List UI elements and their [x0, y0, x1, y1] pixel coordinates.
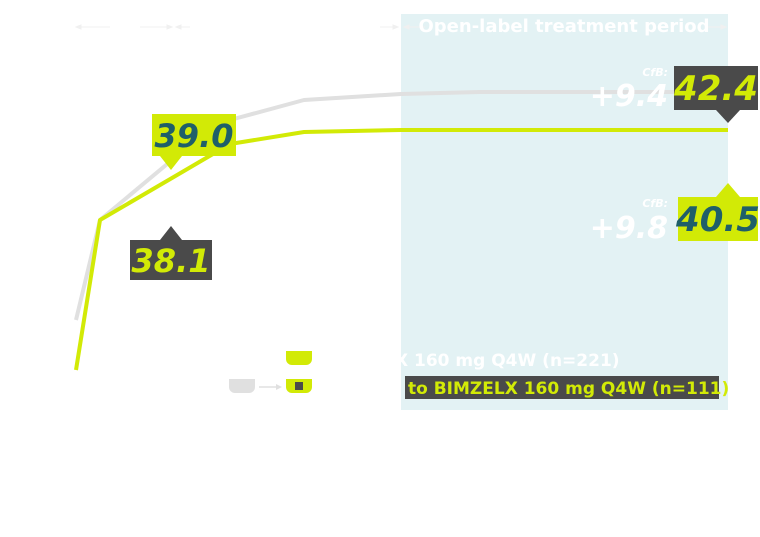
legend-symbol-grey-cup	[229, 379, 255, 393]
cfb-value-lime: +9.8	[590, 211, 668, 246]
cfb-value-grey: +9.4	[590, 79, 668, 114]
legend-text-1: X 160 mg Q4W (n=221)	[395, 351, 620, 371]
series-line-lime	[74, 128, 728, 371]
cfb-label-lime: CfB:	[642, 197, 668, 210]
callout-38-1: 38.1	[130, 226, 212, 280]
callout-38-1-label: 38.1	[132, 242, 211, 280]
callout-40-5: 40.5	[675, 183, 760, 241]
callout-40-5-label: 40.5	[675, 200, 760, 240]
period-arrows	[74, 24, 728, 30]
legend-text-2: to BIMZELX 160 mg Q4W (n=111)	[408, 379, 729, 399]
callout-42-4-label: 42.4	[673, 69, 758, 109]
legend-symbol-lime-cup	[286, 351, 312, 365]
legend-item-1: X 160 mg Q4W (n=221)	[286, 351, 620, 371]
callout-39-0-label: 39.0	[155, 117, 234, 155]
cfb-label-grey: CfB:	[642, 66, 668, 79]
open-label-period-region	[401, 14, 728, 410]
legend: X 160 mg Q4W (n=221) to BIMZELX 160 mg Q…	[229, 351, 729, 399]
cfb-annotation-lime: CfB: +9.8	[590, 197, 668, 246]
series-line-grey	[74, 90, 728, 321]
period-label: Open-label treatment period	[418, 16, 709, 37]
callout-39-0: 39.0	[152, 114, 236, 170]
cfb-annotation-grey: CfB: +9.4	[590, 66, 668, 114]
legend-item-2: to BIMZELX 160 mg Q4W (n=111)	[229, 376, 729, 399]
callout-42-4: 42.4	[673, 66, 758, 123]
